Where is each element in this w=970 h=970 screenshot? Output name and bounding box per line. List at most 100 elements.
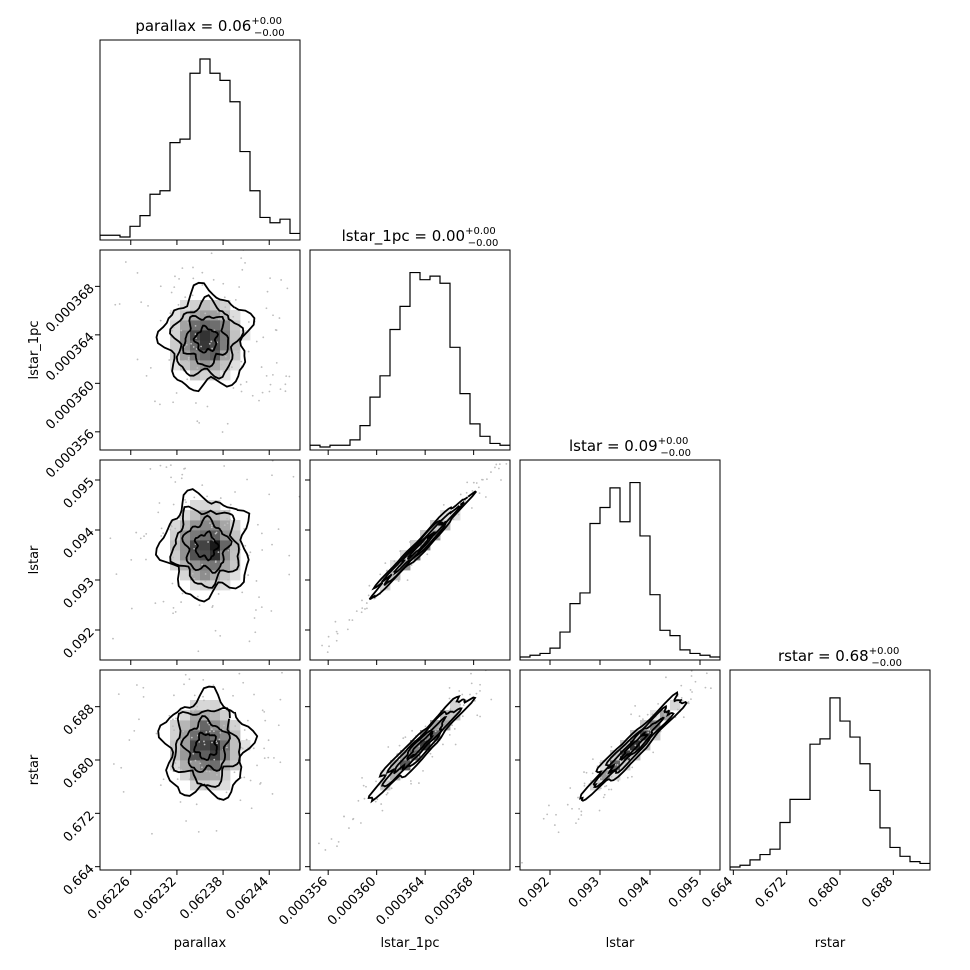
sample-point — [204, 312, 207, 315]
sample-point — [221, 431, 224, 433]
sample-point — [183, 683, 185, 686]
density-cell — [410, 740, 421, 751]
sample-point — [226, 517, 228, 520]
density-cell — [190, 780, 201, 791]
density-cell — [220, 370, 231, 381]
density-cell — [200, 330, 211, 341]
sample-point — [135, 531, 138, 534]
sample-point — [128, 739, 131, 741]
sample-point — [269, 277, 271, 280]
sample-point — [647, 728, 650, 731]
sample-point — [600, 776, 603, 779]
sample-point — [210, 526, 213, 529]
sample-point — [583, 771, 585, 773]
sample-point — [241, 747, 244, 750]
sample-point — [469, 693, 471, 696]
panel-frame — [309, 459, 511, 661]
density-cell — [230, 750, 241, 761]
sample-point — [237, 351, 240, 354]
sample-point — [172, 556, 175, 559]
density-cell — [180, 750, 191, 761]
sample-point — [181, 473, 184, 476]
sample-point — [284, 383, 287, 386]
sample-point — [272, 314, 274, 317]
density-cell — [220, 720, 231, 731]
density-cell — [200, 500, 211, 511]
sample-point — [387, 746, 390, 748]
sample-point — [142, 686, 145, 689]
density-cell — [210, 700, 221, 711]
sample-point — [201, 284, 204, 286]
sample-point — [335, 630, 338, 633]
sample-point — [245, 381, 248, 383]
panel-frame — [309, 669, 511, 871]
sample-point — [555, 813, 557, 816]
density-cell — [180, 550, 191, 561]
sample-point — [476, 714, 479, 717]
sample-point — [187, 525, 190, 527]
contour-level-3 — [169, 505, 240, 589]
sample-point — [192, 346, 195, 348]
sample-point — [321, 644, 323, 647]
x-axis-label-lstar: lstar — [606, 936, 635, 951]
sample-point — [546, 813, 549, 816]
sample-point — [244, 544, 247, 547]
sample-point — [449, 708, 452, 711]
density-cell — [190, 510, 201, 521]
density-cell — [220, 300, 231, 311]
sample-point — [172, 326, 175, 329]
density-cell — [190, 330, 201, 341]
sample-point — [494, 466, 496, 469]
sample-point — [676, 708, 679, 711]
sample-point — [479, 715, 481, 718]
histogram-lstar_1pc — [310, 271, 510, 450]
contour-level-2 — [392, 520, 449, 576]
density-cell — [230, 310, 241, 321]
sample-point — [169, 464, 172, 467]
sample-point — [213, 246, 215, 248]
density-cell — [200, 370, 211, 381]
contour-level-4 — [368, 490, 478, 601]
y-tick-label: 0.095 — [61, 475, 98, 512]
panel-parallax-parallax — [99, 39, 301, 245]
sample-point — [239, 799, 242, 802]
sample-point — [578, 807, 581, 810]
title-lstar_1pc: lstar_1pc = 0.00+0.00 −0.00 — [342, 226, 499, 249]
sample-point — [355, 610, 358, 613]
sample-point — [115, 573, 118, 576]
density-cell — [180, 710, 191, 721]
sample-point — [388, 780, 390, 783]
sample-point — [591, 772, 594, 775]
sample-point — [542, 817, 545, 820]
density-cell — [230, 560, 241, 571]
sample-point — [153, 447, 155, 449]
sample-point — [485, 666, 487, 668]
sample-point — [222, 370, 225, 373]
density-cell — [180, 570, 191, 581]
sample-point — [680, 696, 683, 699]
density-cell — [210, 710, 221, 721]
sample-point — [219, 635, 222, 637]
sample-point — [223, 724, 225, 727]
contour-level-1 — [406, 731, 435, 761]
sample-point — [228, 509, 231, 512]
y-axis-label-rstar: rstar — [27, 754, 42, 785]
density-cell — [180, 530, 191, 541]
sample-point — [233, 771, 236, 774]
sample-point — [357, 799, 360, 802]
sample-point — [219, 497, 222, 499]
sample-point — [178, 766, 180, 769]
contour-level-2 — [181, 514, 233, 574]
sample-point — [157, 511, 160, 514]
density-cell — [640, 720, 651, 731]
x-tick-label: 0.06232 — [131, 874, 180, 923]
sample-point — [260, 532, 263, 535]
contour-level-4 — [367, 694, 477, 804]
sample-point — [188, 360, 190, 363]
sample-point — [376, 798, 379, 801]
sample-point — [255, 340, 258, 343]
sample-point — [214, 560, 217, 563]
x-tick-label: 0.06238 — [177, 874, 226, 923]
sample-point — [384, 562, 387, 565]
sample-point — [368, 584, 371, 587]
